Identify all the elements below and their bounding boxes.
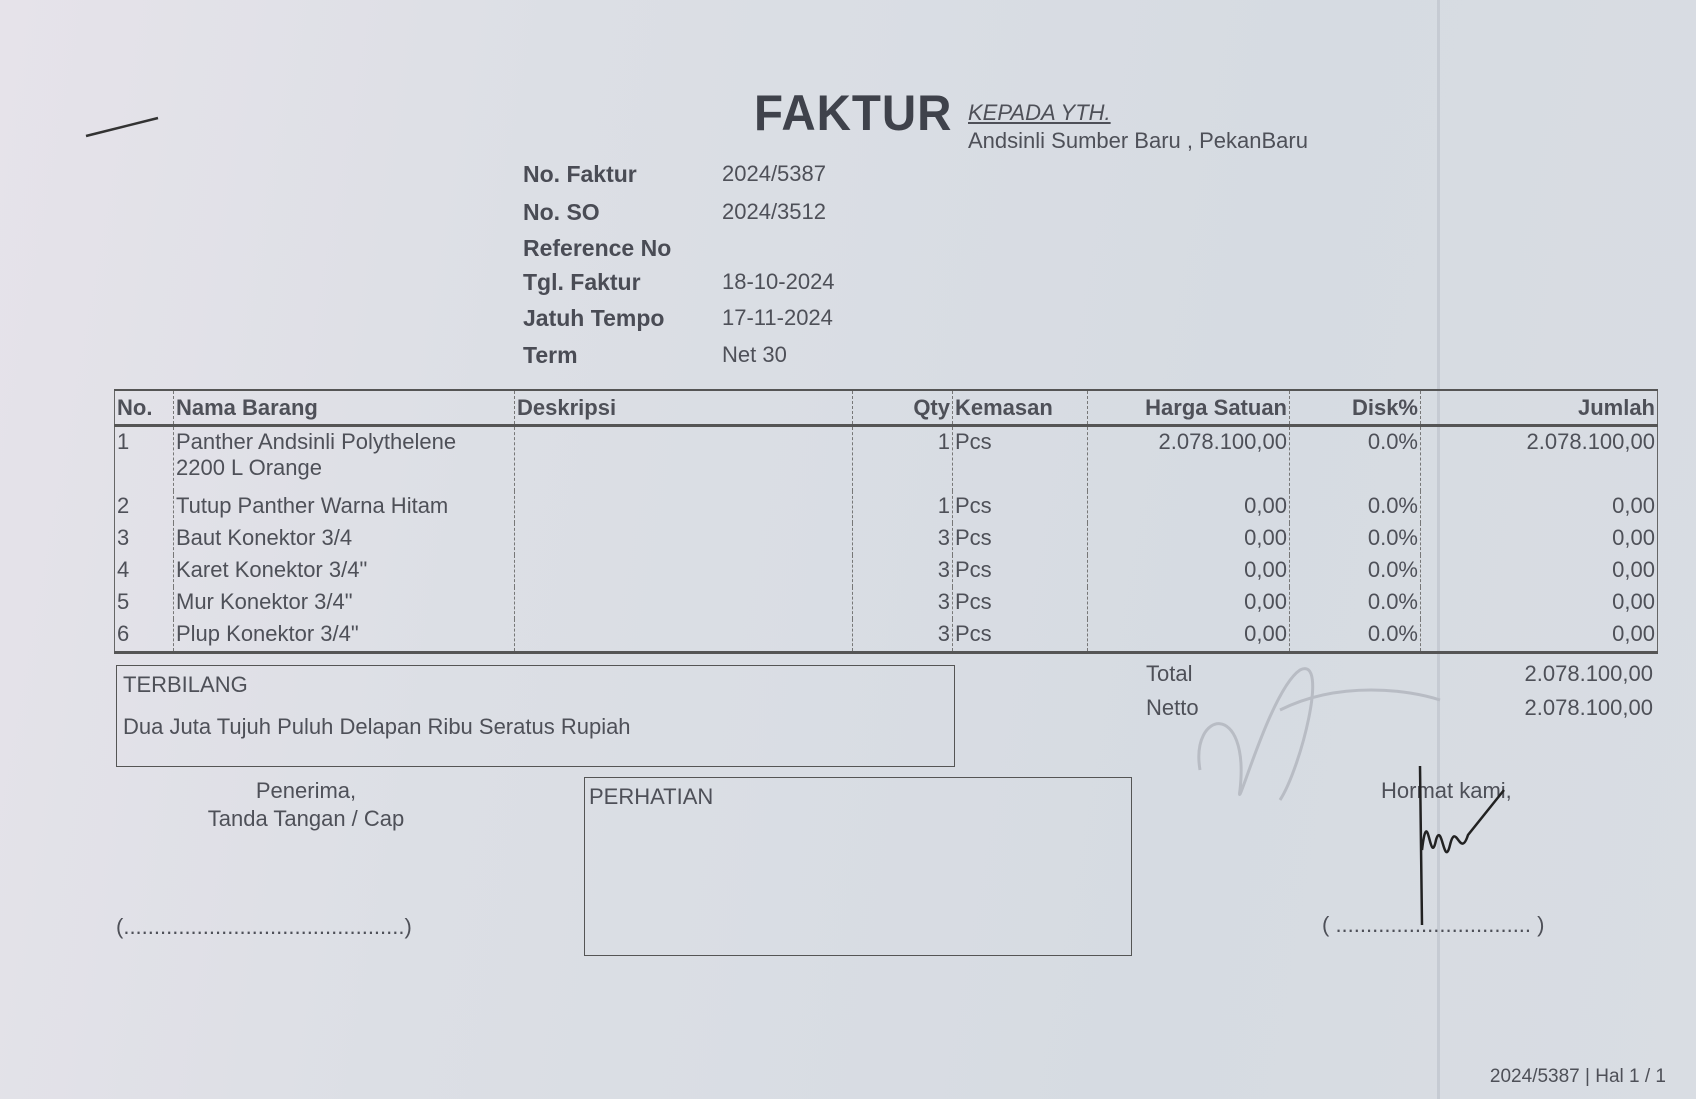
cell-no: 5: [114, 587, 174, 619]
cell-name: Karet Konektor 3/4": [173, 555, 515, 587]
table-row: 3 Baut Konektor 3/4 3 Pcs 0,00 0.0% 0,00: [114, 523, 1658, 555]
cell-no: 1: [114, 425, 174, 491]
cell-disc: 0.0%: [1289, 555, 1421, 587]
cell-price: 0,00: [1087, 523, 1290, 555]
items-table: No. Nama Barang Deskripsi Qty Kemasan Ha…: [114, 389, 1658, 654]
total-value: 2.078.100,00: [1524, 661, 1653, 686]
table-row: 5 Mur Konektor 3/4" 3 Pcs 0,00 0.0% 0,00: [114, 587, 1658, 619]
cell-total: 0,00: [1420, 619, 1658, 654]
col-desc: Deskripsi: [514, 389, 853, 427]
cell-disc: 0.0%: [1289, 491, 1421, 523]
perhatian-label: PERHATIAN: [589, 784, 714, 809]
recipient-name: Andsinli Sumber Baru , PekanBaru: [968, 128, 1308, 153]
cell-qty: 3: [852, 619, 953, 654]
cell-no: 4: [114, 555, 174, 587]
cell-price: 2.078.100,00: [1087, 425, 1290, 491]
page-footer: 2024/5387 | Hal 1 / 1: [1489, 1066, 1666, 1087]
cell-name: Panther Andsinli Polythelene 2200 L Orang…: [173, 425, 515, 491]
table-row: 4 Karet Konektor 3/4" 3 Pcs 0,00 0.0% 0,00: [114, 555, 1658, 587]
pen-mark: [85, 116, 159, 138]
cell-price: 0,00: [1087, 587, 1290, 619]
perhatian-box: PERHATIAN: [584, 777, 1132, 956]
cell-disc: 0.0%: [1289, 619, 1421, 654]
signature: [1418, 765, 1505, 926]
info-label: No. SO: [523, 199, 600, 225]
cell-desc: [514, 619, 853, 654]
cell-unit: Pcs: [952, 619, 1088, 654]
terbilang-box: TERBILANG Dua Juta Tujuh Puluh Delapan R…: [116, 665, 955, 767]
item-name-line: 2200 L Orange: [176, 455, 322, 480]
info-value: 17-11-2024: [722, 305, 833, 330]
info-label: No. Faktur: [523, 161, 637, 187]
info-value: 2024/3512: [722, 199, 826, 224]
col-no: No.: [114, 389, 174, 427]
cell-unit: Pcs: [952, 425, 1088, 491]
cell-disc: 0.0%: [1289, 425, 1421, 491]
cell-disc: 0.0%: [1289, 523, 1421, 555]
info-label: Jatuh Tempo: [523, 305, 665, 331]
cell-unit: Pcs: [952, 491, 1088, 523]
col-disc: Disk%: [1289, 389, 1421, 427]
item-name-line: Panther Andsinli Polythelene: [176, 429, 457, 454]
cell-price: 0,00: [1087, 619, 1290, 654]
cell-desc: [514, 523, 853, 555]
cell-qty: 1: [852, 425, 953, 491]
sender-signature-line: ( ................................ ): [1322, 912, 1545, 937]
cell-qty: 3: [852, 523, 953, 555]
info-label: Term: [523, 342, 578, 368]
netto-label: Netto: [1146, 695, 1199, 720]
receiver-label: Penerima,: [255, 778, 357, 803]
terbilang-label: TERBILANG: [123, 672, 248, 697]
cell-total: 0,00: [1420, 555, 1658, 587]
table-row: 2 Tutup Panther Warna Hitam 1 Pcs 0,00 0.0% 0,…: [114, 491, 1658, 523]
info-value: 2024/5387: [722, 161, 826, 186]
cell-no: 6: [114, 619, 174, 654]
col-unit: Kemasan: [952, 389, 1088, 427]
cell-qty: 1: [852, 491, 953, 523]
cell-total: 0,00: [1420, 587, 1658, 619]
terbilang-text: Dua Juta Tujuh Puluh Delapan Ribu Seratu…: [123, 714, 631, 739]
info-value: Net 30: [722, 342, 787, 367]
receiver-sublabel: Tanda Tangan / Cap: [207, 806, 405, 831]
cell-total: 0,00: [1420, 491, 1658, 523]
col-total: Jumlah: [1420, 389, 1658, 427]
cell-qty: 3: [852, 555, 953, 587]
cell-name: Baut Konektor 3/4: [173, 523, 515, 555]
sender-label: Hormat kami,: [1381, 778, 1512, 803]
recipient-label: KEPADA YTH.: [968, 100, 1111, 125]
cell-total: 2.078.100,00: [1420, 425, 1658, 491]
cell-desc: [514, 555, 853, 587]
cell-unit: Pcs: [952, 587, 1088, 619]
cell-desc: [514, 587, 853, 619]
cell-disc: 0.0%: [1289, 587, 1421, 619]
netto-value: 2.078.100,00: [1524, 695, 1653, 720]
table-header: No. Nama Barang Deskripsi Qty Kemasan Ha…: [114, 389, 1658, 427]
cell-price: 0,00: [1087, 491, 1290, 523]
cell-desc: [514, 491, 853, 523]
cell-no: 3: [114, 523, 174, 555]
info-label: Tgl. Faktur: [523, 269, 641, 295]
cell-name: Plup Konektor 3/4": [173, 619, 515, 654]
total-label: Total: [1146, 661, 1193, 686]
cell-name: Mur Konektor 3/4": [173, 587, 515, 619]
cell-no: 2: [114, 491, 174, 523]
cell-unit: Pcs: [952, 555, 1088, 587]
info-label: Reference No: [523, 235, 672, 261]
col-name: Nama Barang: [173, 389, 515, 427]
document-title: FAKTUR: [754, 85, 953, 141]
table-row: 6 Plup Konektor 3/4" 3 Pcs 0,00 0.0% 0,00: [114, 619, 1658, 654]
cell-unit: Pcs: [952, 523, 1088, 555]
cell-name: Tutup Panther Warna Hitam: [173, 491, 515, 523]
faint-signature: [1197, 667, 1441, 801]
col-qty: Qty: [852, 389, 953, 427]
info-value: 18-10-2024: [722, 269, 835, 294]
cell-price: 0,00: [1087, 555, 1290, 587]
col-price: Harga Satuan: [1087, 389, 1290, 427]
cell-desc: [514, 425, 853, 491]
table-row: 1 Panther Andsinli Polythelene 2200 L Oran…: [114, 425, 1658, 491]
receiver-signature-line: (.......................................…: [116, 914, 412, 939]
cell-qty: 3: [852, 587, 953, 619]
cell-total: 0,00: [1420, 523, 1658, 555]
